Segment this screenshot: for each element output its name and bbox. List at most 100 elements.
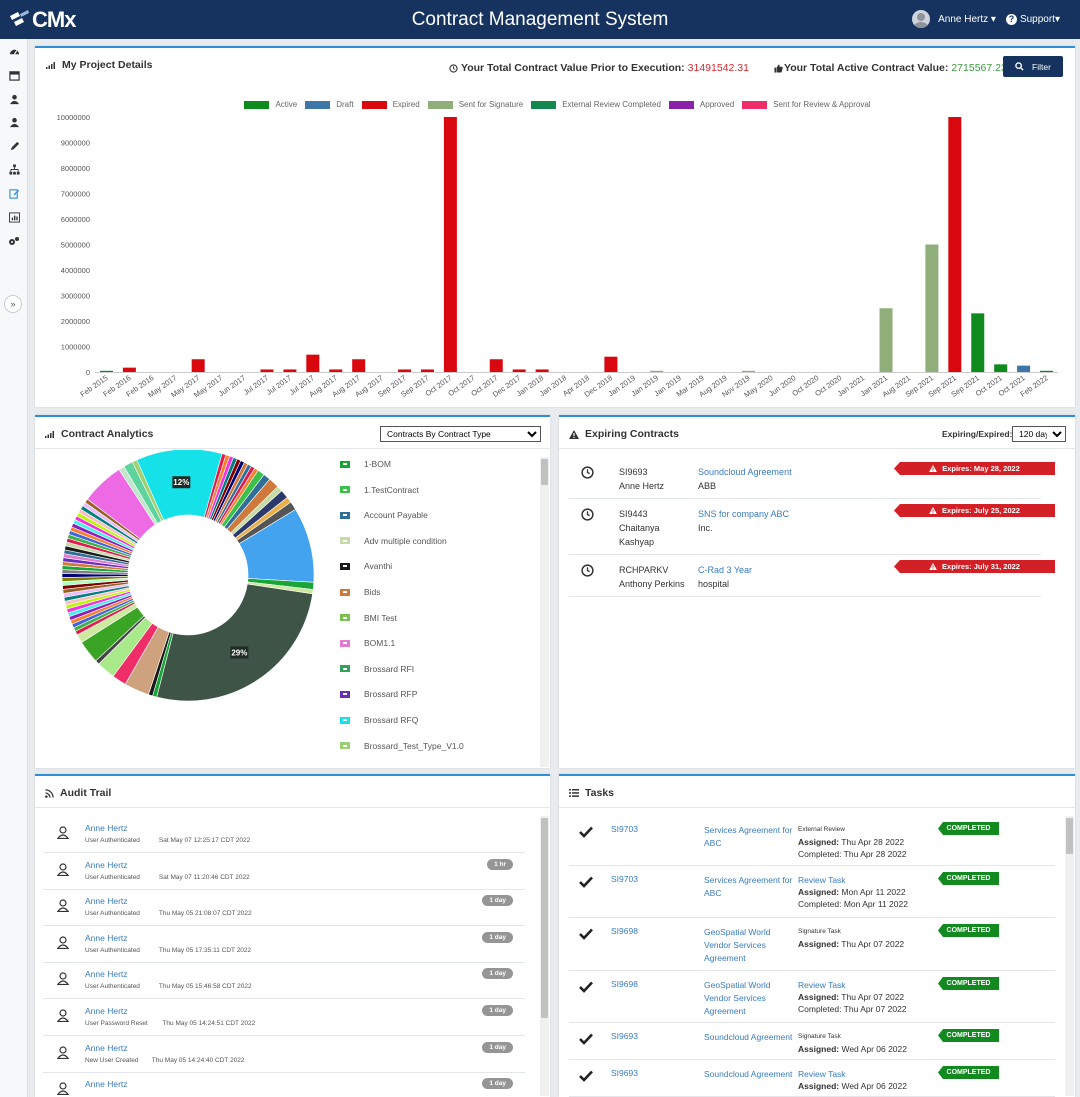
support-menu[interactable]: ? Support ▾: [1005, 13, 1060, 25]
chart-bar[interactable]: [535, 369, 549, 372]
legend-entry[interactable]: Avanthi: [340, 561, 392, 571]
audit-user-link[interactable]: Anne Hertz: [85, 1042, 128, 1053]
legend-item[interactable]: Active: [244, 100, 297, 109]
chart-bar[interactable]: [306, 354, 320, 372]
task-type[interactable]: Review Task: [798, 1069, 846, 1079]
chart-bar[interactable]: [191, 359, 205, 372]
audit-scrollbar[interactable]: [540, 816, 549, 1096]
chart-bar[interactable]: [512, 369, 526, 372]
avatar[interactable]: [912, 10, 931, 28]
scroll-thumb[interactable]: [541, 818, 548, 1018]
task-code-link[interactable]: SI9698: [611, 979, 638, 989]
legend-entry[interactable]: Account Payable: [340, 510, 428, 520]
task-code-link[interactable]: SI9698: [611, 926, 638, 936]
legend-entry[interactable]: Adv multiple condition: [340, 536, 447, 546]
chart-bar[interactable]: [260, 369, 274, 372]
chart-bar[interactable]: [489, 359, 503, 372]
scroll-thumb[interactable]: [541, 459, 548, 485]
legend-item[interactable]: Sent for Review & Approval: [742, 100, 871, 109]
legend-entry[interactable]: 1.TestContract: [340, 485, 419, 495]
legend-item[interactable]: Sent for Signature: [427, 100, 523, 109]
chart-bar[interactable]: [1040, 370, 1054, 372]
chart-bar[interactable]: [329, 369, 343, 372]
sidebar: »: [0, 39, 28, 1097]
contract-name-link[interactable]: SNS for company ABC: [698, 509, 790, 519]
tasks-scrollbar[interactable]: [1065, 816, 1074, 1096]
contract-party: hospital: [698, 579, 730, 589]
legend-entry[interactable]: Brossard RFP: [340, 689, 417, 699]
legend-item[interactable]: Expired: [361, 100, 420, 109]
donut-segment[interactable]: [246, 581, 314, 595]
chart-bar[interactable]: [879, 308, 893, 372]
task-contract-link[interactable]: Services Agreement for ABC: [704, 825, 793, 848]
task-code-link[interactable]: SI9693: [611, 1031, 638, 1041]
audit-user-link[interactable]: Anne Hertz: [85, 969, 128, 980]
legend-entry[interactable]: BMI Test: [340, 613, 397, 623]
user-settings-icon[interactable]: [8, 116, 20, 128]
chart-bar[interactable]: [398, 369, 412, 372]
legend-entry[interactable]: Bids: [340, 587, 381, 597]
task-contract-link[interactable]: Services Agreement for ABC: [704, 875, 793, 898]
legend-item[interactable]: External Review Completed: [531, 100, 661, 109]
task-assigned: Assigned: Thu Apr 28 2022: [798, 836, 907, 848]
chart-bar[interactable]: [122, 367, 136, 372]
chart-bar[interactable]: [420, 369, 434, 372]
pencil-icon[interactable]: [8, 140, 20, 152]
settings-icon[interactable]: [8, 235, 20, 247]
chart-bar[interactable]: [352, 359, 366, 372]
audit-user-link[interactable]: Anne Hertz: [85, 1079, 128, 1090]
task-contract-link[interactable]: GeoSpatial World Vendor Services Agreeme…: [704, 927, 771, 963]
user-menu[interactable]: Anne Hertz ▾: [938, 14, 996, 25]
report-icon[interactable]: [8, 211, 20, 223]
chart-bar[interactable]: [650, 370, 664, 372]
chart-bar[interactable]: [283, 369, 297, 372]
task-contract-link[interactable]: Soundcloud Agreement: [704, 1069, 793, 1079]
task-contract-link[interactable]: GeoSpatial World Vendor Services Agreeme…: [704, 980, 771, 1016]
audit-user-link[interactable]: Anne Hertz: [85, 1006, 128, 1016]
legend-item[interactable]: Draft: [305, 100, 354, 109]
chart-bar[interactable]: [604, 356, 618, 372]
audit-user-link[interactable]: Anne Hertz: [85, 932, 128, 943]
donut-segment[interactable]: [156, 583, 313, 702]
contract-type-select[interactable]: Contracts By Contract Type: [380, 426, 541, 442]
contract-name-link[interactable]: C-Rad 3 Year: [698, 565, 753, 575]
chart-bar[interactable]: [925, 244, 939, 373]
scroll-thumb[interactable]: [1066, 818, 1073, 854]
task-code-link[interactable]: SI9703: [611, 874, 638, 884]
task-code-link[interactable]: SI9703: [611, 824, 638, 834]
legend-entry[interactable]: Brossard_Test_Type_V1.0: [340, 741, 464, 751]
edit-icon[interactable]: [8, 187, 20, 199]
audit-user-link[interactable]: Anne Hertz: [85, 823, 128, 833]
legend-swatch: [244, 100, 270, 109]
legend-entry[interactable]: BOM1.1: [340, 638, 395, 648]
audit-user-link[interactable]: Anne Hertz: [85, 859, 128, 870]
days-select[interactable]: 120 days: [1012, 426, 1066, 442]
users-icon[interactable]: [8, 93, 20, 105]
legend-entry[interactable]: 1-BOM: [340, 459, 391, 469]
audit-user-link[interactable]: Anne Hertz: [85, 896, 128, 907]
filter-button[interactable]: Filter: [1003, 56, 1063, 77]
org-chart-icon[interactable]: [8, 163, 20, 175]
task-contract-link[interactable]: Soundcloud Agreement: [704, 1032, 793, 1042]
legend-entry[interactable]: Brossard RFI: [340, 664, 414, 674]
dashboard-icon[interactable]: [8, 45, 20, 57]
task-type[interactable]: Review Task: [798, 980, 846, 990]
legend-entry[interactable]: Brossard RFQ: [340, 715, 418, 725]
chart-bar[interactable]: [948, 117, 962, 372]
chart-bar[interactable]: [741, 370, 755, 372]
chart-bar[interactable]: [99, 370, 113, 372]
cmx-logo[interactable]: CMx: [8, 7, 76, 32]
chart-bar[interactable]: [1017, 365, 1031, 372]
chart-bar[interactable]: [971, 313, 985, 372]
sidebar-expand-button[interactable]: »: [4, 295, 22, 313]
legend-item[interactable]: Approved: [668, 100, 734, 109]
task-code-link[interactable]: SI9693: [611, 1068, 638, 1078]
contract-name-link[interactable]: Soundcloud Agreement: [698, 467, 792, 477]
chart-bar[interactable]: [443, 117, 457, 372]
support-label: Support: [1019, 13, 1055, 25]
chart-bar[interactable]: [994, 364, 1008, 372]
task-type[interactable]: Review Task: [798, 875, 846, 885]
legend-scrollbar[interactable]: [540, 457, 549, 767]
calendar-icon[interactable]: [8, 69, 20, 81]
audit-date: Thu May 05 17:35:11 CDT 2022: [158, 946, 252, 954]
